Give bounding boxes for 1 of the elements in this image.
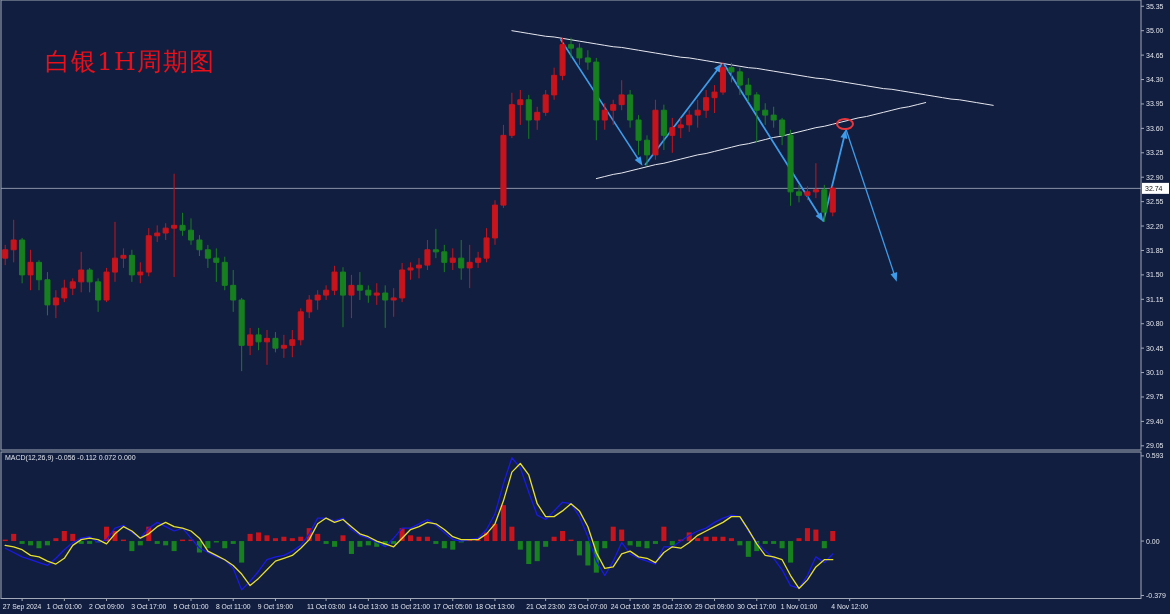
text: 白银1H周期图 [45,46,215,76]
